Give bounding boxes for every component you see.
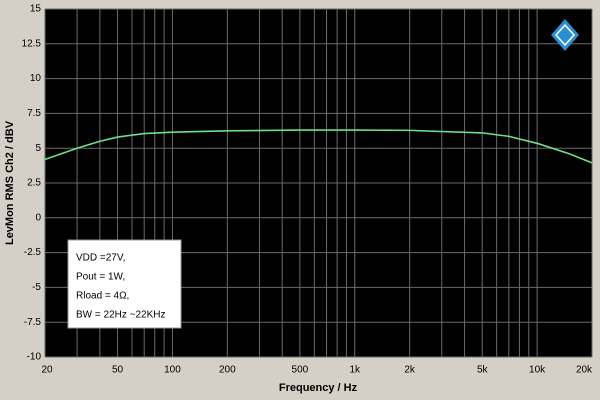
y-tick-label: 5 bbox=[35, 143, 41, 154]
y-tick-label: 0 bbox=[35, 212, 41, 223]
y-tick-label: 15 bbox=[30, 4, 42, 15]
annotation-background bbox=[67, 239, 182, 329]
x-tick-label: 200 bbox=[219, 365, 236, 376]
x-tick-label: 50 bbox=[112, 365, 124, 376]
annotation-line: VDD =27V, bbox=[76, 253, 125, 264]
logo bbox=[551, 19, 579, 51]
x-axis-title: Frequency / Hz bbox=[279, 382, 358, 394]
annotation-line: BW = 22Hz ~22KHz bbox=[76, 310, 165, 321]
x-tick-label: 500 bbox=[292, 365, 309, 376]
x-tick-label: 100 bbox=[164, 365, 181, 376]
annotation-box: VDD =27V, Pout = 1W, Rload = 4Ω, BW = 22… bbox=[67, 239, 182, 329]
x-tick-label: 20 bbox=[41, 365, 53, 376]
y-tick-label: -5 bbox=[32, 282, 41, 293]
x-tick-label: 5k bbox=[477, 365, 489, 376]
x-tick-label: 1k bbox=[349, 365, 361, 376]
lines bbox=[44, 129, 593, 164]
y-tick-label: 2.5 bbox=[27, 178, 41, 189]
x-tick-label: 20k bbox=[576, 365, 593, 376]
y-axis-title: LevMon RMS Ch2 / dBV bbox=[4, 120, 16, 245]
y-tick-label: 12.5 bbox=[22, 38, 42, 49]
annotation-line: Pout = 1W, bbox=[76, 272, 125, 283]
x-tick-label: 2k bbox=[404, 365, 416, 376]
logo-inner bbox=[554, 23, 576, 47]
annotation-line: Rload = 4Ω, bbox=[76, 291, 129, 302]
x-tick-label: 10k bbox=[529, 365, 546, 376]
y-tick-label: -2.5 bbox=[24, 247, 42, 258]
logo-diamond bbox=[551, 19, 579, 51]
series-line bbox=[44, 129, 593, 164]
y-tick-label: 10 bbox=[30, 73, 42, 84]
y-tick-label: -10 bbox=[27, 352, 42, 363]
y-tick-label: 7.5 bbox=[27, 108, 41, 119]
y-tick-label: -7.5 bbox=[24, 317, 42, 328]
